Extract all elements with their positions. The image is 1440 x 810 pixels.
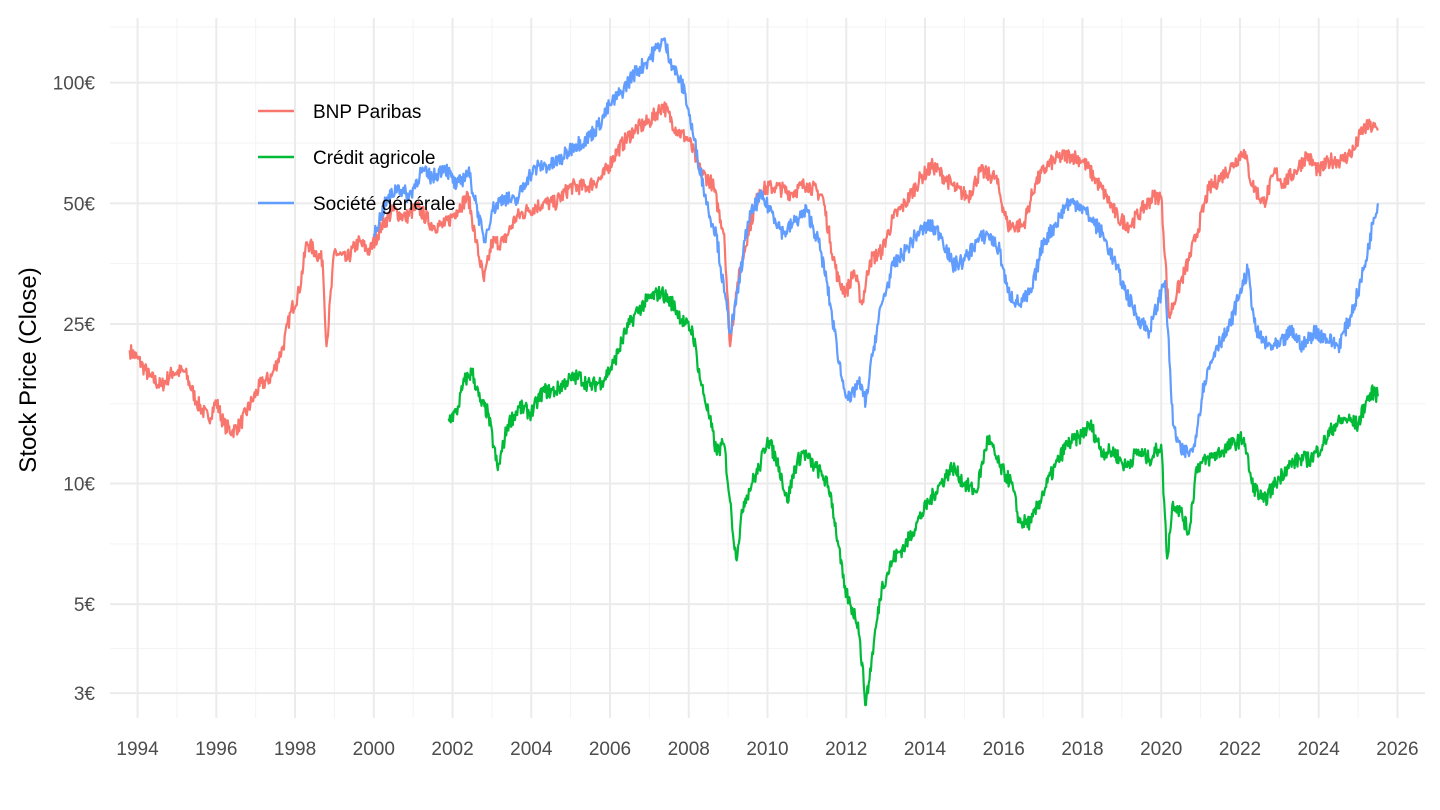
x-tick-label: 2000: [353, 739, 395, 760]
legend: BNP Paribas Crédit agricole Société généra…: [258, 102, 456, 215]
series-line-2: [372, 37, 1379, 459]
y-tick-label: 10€: [63, 475, 95, 496]
major-gridlines-x: [136, 18, 1399, 718]
x-axis-tick-labels: 1994 1996 1998 2000 2002 2004 2006 2008 2010 2012…: [116, 739, 1418, 760]
x-tick-label: 2018: [1061, 739, 1103, 760]
legend-label: Crédit agricole: [313, 148, 436, 169]
minor-gridlines-x: [176, 18, 1359, 718]
series-lines: [128, 37, 1379, 707]
y-tick-label: 5€: [74, 595, 96, 616]
x-tick-label: 2002: [431, 739, 473, 760]
x-tick-label: 2022: [1219, 739, 1261, 760]
y-axis-tick-labels: 3€ 5€ 10€ 25€ 50€ 100€: [53, 74, 96, 705]
y-tick-label: 3€: [74, 684, 96, 705]
x-tick-label: 2004: [510, 739, 553, 760]
legend-label: Société générale: [313, 194, 456, 215]
y-tick-label: 100€: [53, 74, 96, 95]
x-tick-label: 2012: [825, 739, 867, 760]
y-tick-label: 50€: [63, 194, 95, 215]
x-tick-label: 2020: [1140, 739, 1182, 760]
x-tick-label: 1994: [116, 739, 159, 760]
y-axis-title: Stock Price (Close): [15, 267, 42, 472]
y-tick-label: 25€: [63, 315, 95, 336]
x-tick-label: 1998: [274, 739, 316, 760]
x-tick-label: 2010: [746, 739, 788, 760]
series-line-1: [447, 285, 1379, 707]
x-tick-label: 1996: [195, 739, 237, 760]
legend-label: BNP Paribas: [313, 102, 421, 123]
x-tick-label: 2026: [1376, 739, 1418, 760]
series-line-0: [128, 101, 1379, 439]
x-tick-label: 2006: [589, 739, 631, 760]
x-tick-label: 2014: [904, 739, 947, 760]
x-tick-label: 2016: [983, 739, 1025, 760]
x-tick-label: 2024: [1298, 739, 1341, 760]
x-tick-label: 2008: [668, 739, 710, 760]
